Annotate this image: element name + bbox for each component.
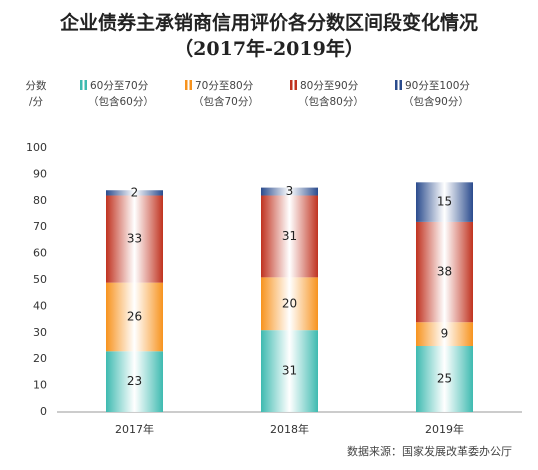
value-label: 33	[127, 232, 142, 246]
y-tick-label: 80	[33, 194, 47, 207]
y-tick-label: 50	[33, 273, 47, 286]
legend-marker	[399, 80, 402, 90]
legend-label: 60分至70分	[90, 80, 149, 92]
legend-sublabel: （包含90分）	[403, 95, 469, 108]
value-label: 2	[131, 185, 139, 199]
chart-title: 企业债券主承销商信用评价各分数区间段变化情况	[59, 11, 478, 34]
bar-segment	[106, 190, 163, 196]
bar-segment	[261, 195, 318, 278]
legend-marker	[80, 80, 83, 90]
value-label: 31	[282, 229, 297, 243]
y-tick-label: 90	[33, 167, 47, 180]
legend-marker	[185, 80, 188, 90]
y-tick-label: 0	[40, 405, 47, 418]
y-tick-label: 40	[33, 299, 47, 312]
legend-label: 70分至80分	[195, 80, 254, 92]
x-tick-label: 2018年	[270, 422, 309, 436]
value-label: 20	[282, 296, 297, 310]
bar-segment	[261, 187, 318, 196]
x-tick-label: 2017年	[115, 422, 154, 436]
y-axis-label: 分数	[26, 79, 47, 92]
y-tick-label: 10	[33, 379, 47, 392]
legend-marker	[395, 80, 398, 90]
value-label: 38	[437, 265, 452, 279]
bar-segment	[261, 277, 318, 331]
value-label: 23	[127, 374, 142, 388]
y-tick-label: 70	[33, 220, 47, 233]
legend-marker	[290, 80, 293, 90]
x-tick-label: 2019年	[425, 422, 464, 436]
y-tick-label: 20	[33, 352, 47, 365]
source-note: 数据来源：国家发展改革委办公厅	[347, 444, 512, 458]
y-tick-label: 60	[33, 247, 47, 260]
bar-segment	[106, 351, 163, 412]
value-label: 9	[441, 327, 449, 341]
value-label: 26	[127, 309, 142, 323]
bar-segment	[416, 221, 473, 323]
legend-marker	[84, 80, 87, 90]
value-label: 3	[286, 184, 294, 198]
y-tick-label: 30	[33, 326, 47, 339]
legend-sublabel: （包含80分）	[298, 95, 364, 108]
legend-marker	[294, 80, 297, 90]
legend-label: 80分至90分	[300, 80, 359, 92]
bar-segment	[416, 322, 473, 346]
chart-subtitle: （2017年-2019年）	[174, 37, 364, 60]
value-label: 15	[437, 195, 452, 209]
bar-segment	[416, 346, 473, 412]
value-label: 31	[282, 364, 297, 378]
bar-segment	[416, 182, 473, 222]
bar-segment	[106, 195, 163, 283]
value-label: 25	[437, 372, 452, 386]
legend-label: 90分至100分	[405, 80, 470, 92]
legend-marker	[189, 80, 192, 90]
legend-sublabel: （包含60分）	[88, 95, 154, 108]
legend-sublabel: （包含70分）	[193, 95, 259, 108]
y-tick-label: 100	[26, 141, 47, 154]
y-axis-label: /分	[29, 96, 44, 108]
bar-segment	[106, 282, 163, 352]
bar-segment	[261, 330, 318, 412]
